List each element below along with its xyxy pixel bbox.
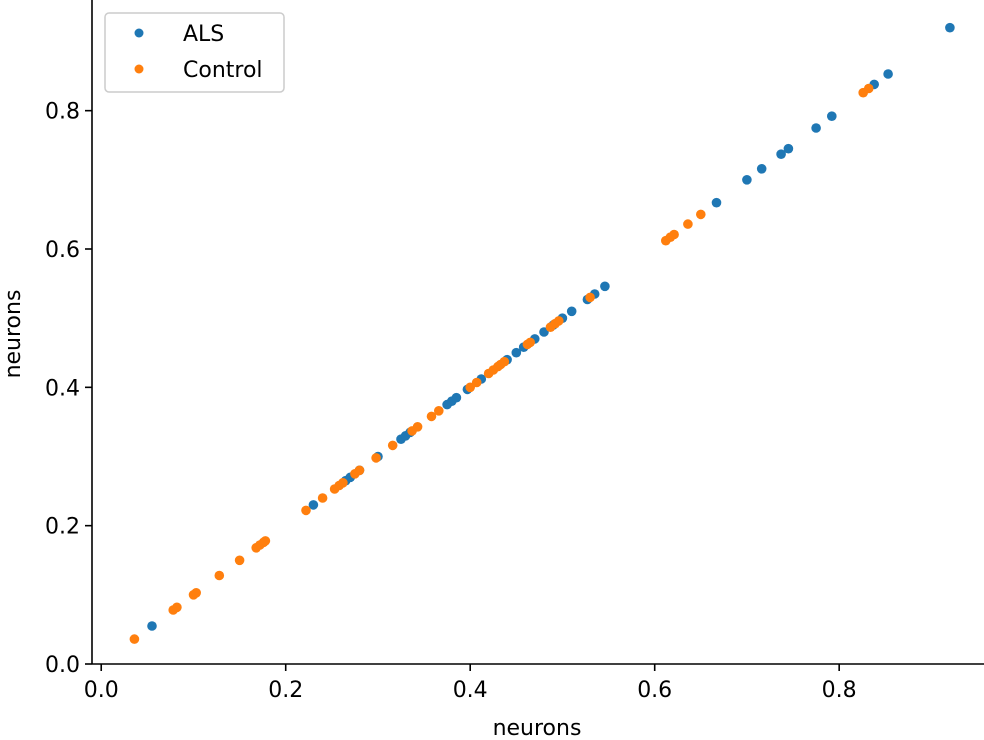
point-control bbox=[863, 83, 874, 94]
point-control bbox=[354, 465, 365, 476]
point-control bbox=[129, 634, 140, 644]
x-tick-label: 0.2 bbox=[268, 678, 303, 703]
point-control bbox=[669, 229, 679, 240]
y-ticks: 0.0 0.2 0.4 0.6 0.8 bbox=[45, 100, 92, 678]
point-control bbox=[525, 337, 535, 348]
point-control bbox=[338, 478, 348, 488]
point-control bbox=[387, 440, 398, 451]
point-als bbox=[711, 197, 722, 208]
point-als bbox=[756, 164, 767, 174]
point-control bbox=[426, 411, 437, 422]
point-als bbox=[776, 149, 786, 159]
legend-label-control: Control bbox=[183, 58, 263, 83]
point-control bbox=[412, 422, 423, 432]
point-als bbox=[511, 347, 522, 358]
point-control bbox=[191, 588, 201, 598]
y-tick-label: 0.2 bbox=[45, 515, 80, 540]
legend-marker-als bbox=[134, 28, 144, 38]
data-points bbox=[129, 22, 955, 644]
legend-marker-control bbox=[134, 64, 144, 74]
point-als bbox=[566, 306, 577, 317]
point-als bbox=[811, 123, 821, 133]
y-axis-label: neurons bbox=[1, 290, 26, 379]
y-tick-label: 0.6 bbox=[45, 238, 80, 263]
point-control bbox=[434, 406, 444, 416]
point-als bbox=[451, 392, 462, 403]
point-control bbox=[234, 555, 245, 566]
point-als bbox=[308, 500, 319, 510]
point-control bbox=[260, 536, 271, 546]
point-control bbox=[585, 292, 595, 303]
point-als bbox=[945, 22, 955, 33]
point-control bbox=[371, 453, 381, 463]
point-als bbox=[883, 69, 893, 79]
point-control bbox=[301, 505, 311, 516]
y-tick-label: 0.4 bbox=[45, 376, 80, 401]
legend-frame bbox=[104, 12, 285, 93]
point-als bbox=[147, 621, 157, 631]
x-tick-label: 0.0 bbox=[84, 678, 119, 703]
x-tick-label: 0.6 bbox=[637, 678, 672, 703]
legend-label-als: ALS bbox=[183, 22, 224, 47]
x-axis-label: neurons bbox=[493, 716, 582, 740]
point-als bbox=[600, 281, 610, 292]
point-control bbox=[683, 219, 693, 229]
point-als bbox=[742, 175, 752, 185]
point-control bbox=[554, 316, 564, 326]
x-tick-label: 0.8 bbox=[822, 678, 857, 703]
x-ticks: 0.0 0.2 0.4 0.6 0.8 bbox=[84, 664, 857, 703]
point-als bbox=[827, 111, 837, 121]
point-als bbox=[783, 143, 794, 154]
point-control bbox=[172, 602, 182, 613]
point-control bbox=[214, 570, 225, 581]
y-tick-label: 0.8 bbox=[45, 100, 80, 125]
point-control bbox=[499, 356, 510, 367]
y-tick-label: 0.0 bbox=[45, 653, 80, 678]
point-control bbox=[317, 493, 328, 503]
point-control bbox=[696, 209, 706, 220]
point-control bbox=[471, 377, 482, 388]
x-tick-label: 0.4 bbox=[453, 678, 488, 703]
legend: ALS Control bbox=[104, 12, 285, 93]
